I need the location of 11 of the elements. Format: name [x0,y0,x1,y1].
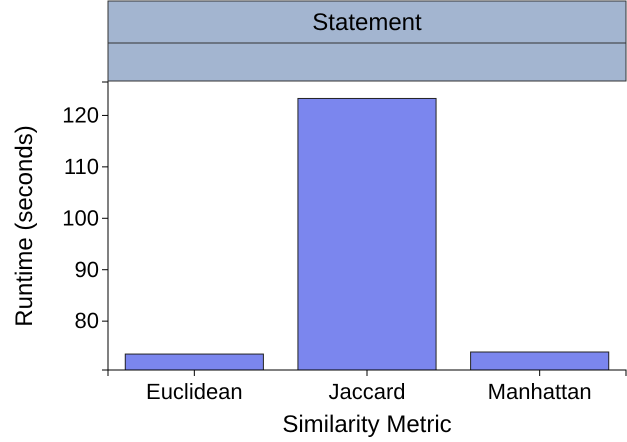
y-tick-label: 110 [64,154,99,179]
y-tick-label: 80 [74,308,99,334]
y-axis-title: Runtime (seconds) [11,125,38,327]
x-tick-label: Euclidean [146,378,243,404]
y-tick-label: 120 [62,102,99,128]
y-tick-label: 90 [74,256,99,282]
x-tick-label: Manhattan [488,378,592,404]
x-axis-title: Similarity Metric [282,411,452,438]
y-tick-label: 100 [62,205,99,230]
x-tick-label: Jaccard [328,378,406,404]
chart-title: Statement [312,9,422,36]
